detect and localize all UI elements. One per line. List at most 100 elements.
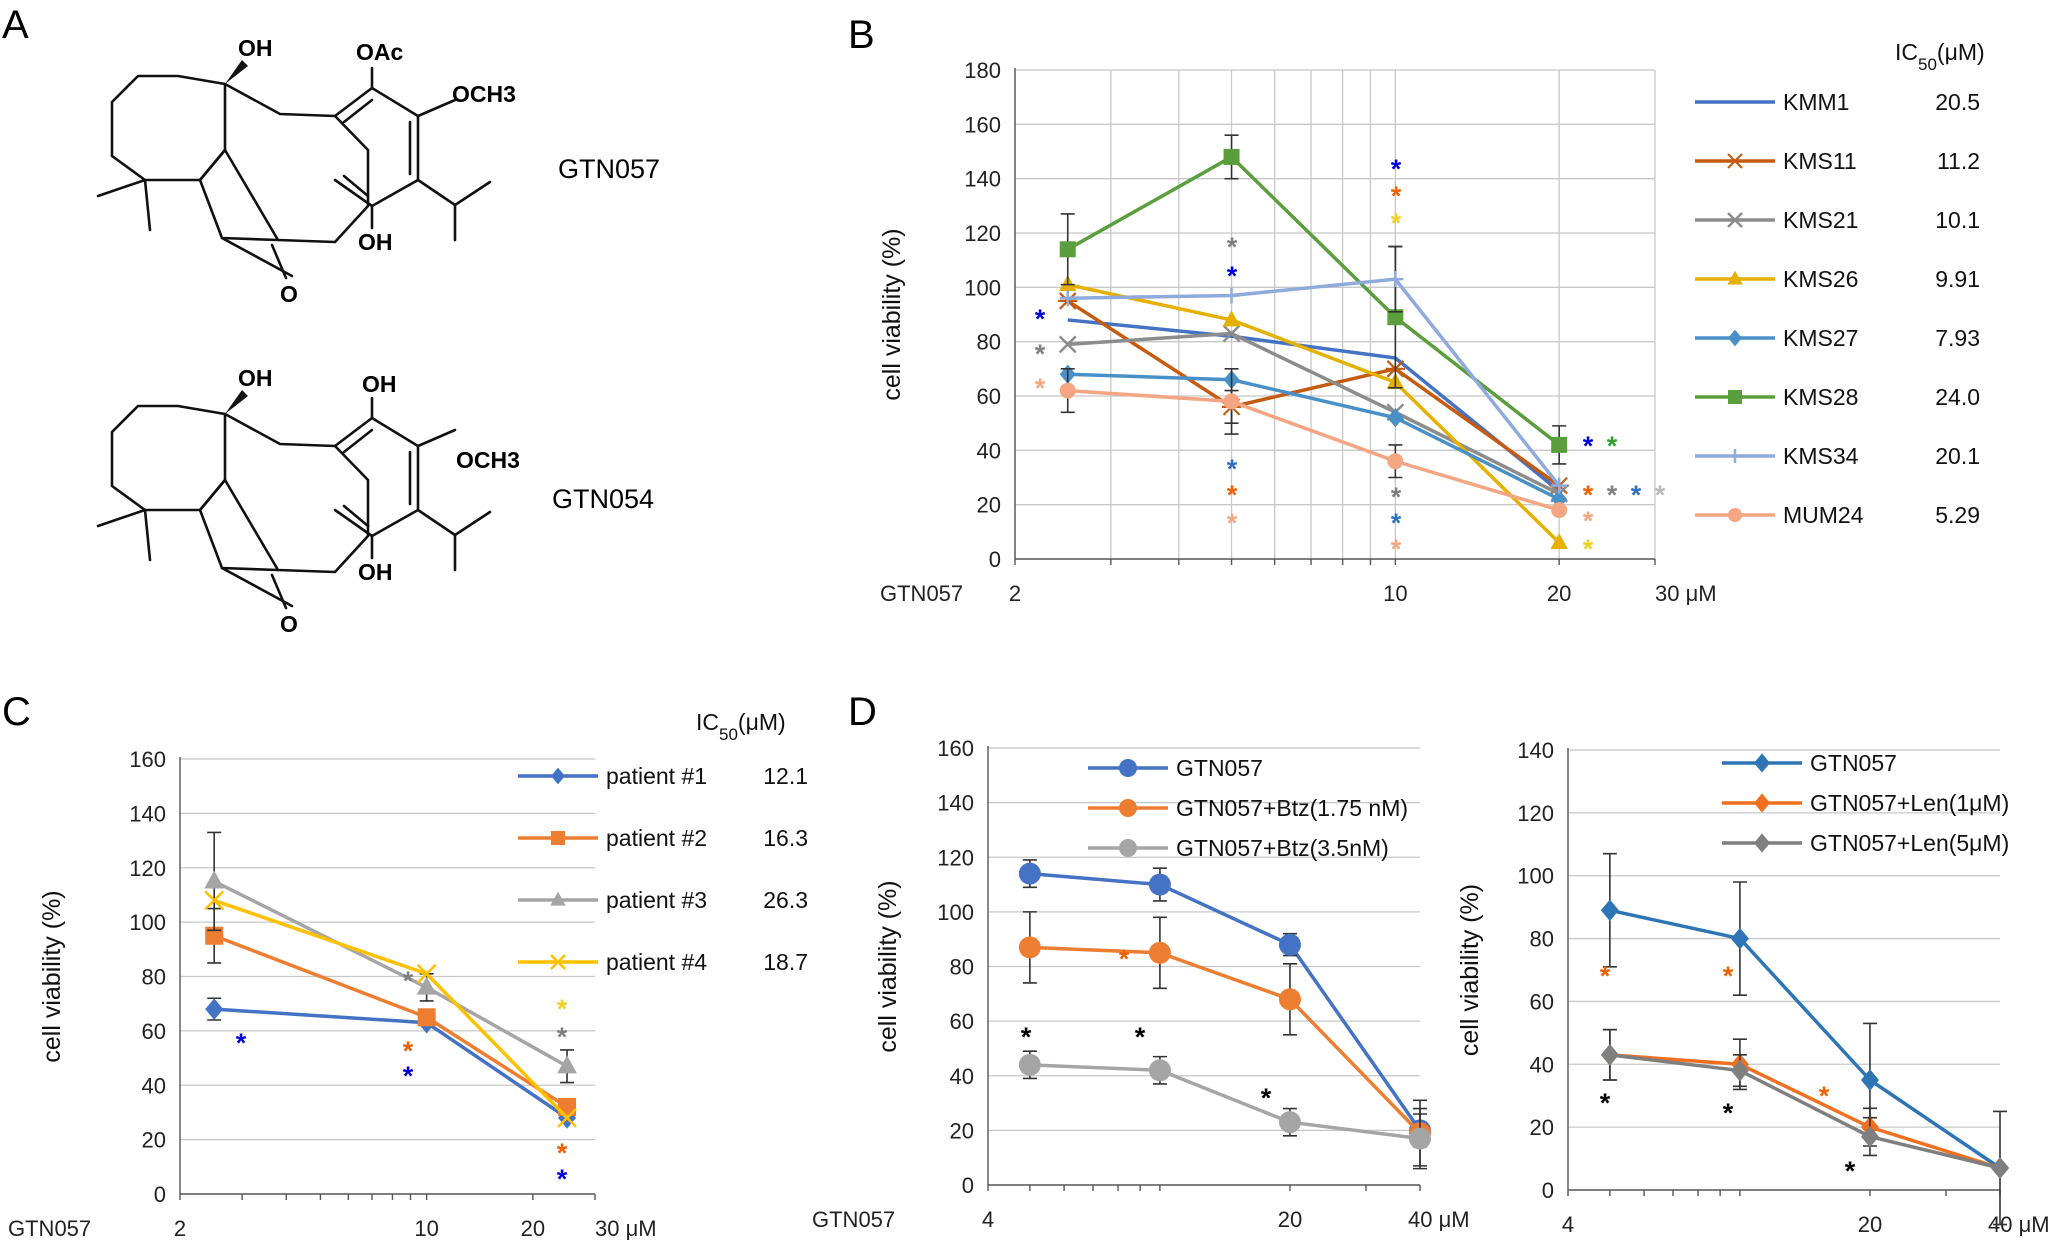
gtn054-keto-o: O — [280, 611, 298, 637]
c-data-point — [205, 926, 224, 945]
d1-ytick-label: 60 — [950, 1009, 974, 1034]
b-series-line-1 — [1066, 299, 1561, 488]
c-data-point — [416, 963, 437, 984]
c-ytick-label: 120 — [129, 856, 166, 881]
chart-b: 0 20 40 60 80 100 120 140 160 180 2 10 20 30 μM GTN057… — [878, 39, 1985, 606]
b-series-line-4 — [1067, 372, 1560, 501]
b-significance-asterisk: * — [1227, 480, 1238, 510]
c-data-point — [204, 870, 225, 889]
b-ytick-label: 120 — [964, 221, 1001, 246]
d2-ytick-label: 0 — [1542, 1178, 1554, 1203]
gtn054-oh-top: OH — [238, 365, 273, 391]
panel-label-c: C — [2, 690, 31, 734]
b-significance-asterisk: * — [1391, 208, 1402, 238]
gtn057-name: GTN057 — [558, 154, 660, 184]
b-ytick-label: 180 — [964, 58, 1001, 83]
gtn054-oh-upper: OH — [362, 371, 397, 397]
c-significance-asterisk: * — [557, 994, 568, 1024]
d2-data-point — [1600, 899, 1619, 922]
d1-significance-asterisk: * — [1119, 944, 1130, 974]
d1-data-point — [1148, 1059, 1171, 1082]
d1-significance-asterisk: * — [1021, 1022, 1032, 1052]
b-legend-marker — [1726, 153, 1744, 169]
b-ic50-value: 5.29 — [1935, 502, 1980, 528]
c-significance-asterisk: * — [557, 1164, 568, 1194]
d1-legend-label: GTN057+Btz(1.75 nM) — [1176, 795, 1408, 821]
c-legend-marker — [551, 767, 565, 785]
d1-significance-asterisk: * — [1261, 1083, 1272, 1113]
d2-xtick-label: 20 — [1858, 1212, 1882, 1237]
b-significance-asterisk: * — [1227, 261, 1238, 291]
c-ytick-label: 40 — [142, 1073, 166, 1098]
b-significance-asterisk: * — [1391, 534, 1402, 564]
d1-data-point — [1018, 1053, 1041, 1076]
b-ic50-value: 24.0 — [1935, 384, 1980, 410]
b-data-point — [1223, 148, 1240, 165]
d1-legend-label: GTN057+Btz(3.5nM) — [1176, 835, 1389, 861]
c-significance-asterisk: * — [236, 1028, 247, 1058]
b-ytick-label: 100 — [964, 275, 1001, 300]
b-significance-asterisk: * — [1583, 480, 1594, 510]
b-series-line-7 — [1067, 388, 1560, 512]
b-legend-label: KMS28 — [1783, 384, 1858, 410]
b-ytick-label: 140 — [964, 167, 1001, 192]
c-ytick-label: 0 — [154, 1182, 166, 1207]
b-legend-marker — [1728, 390, 1742, 404]
b-significance-asterisk: * — [1631, 480, 1642, 510]
panel-label-d: D — [848, 690, 877, 734]
b-data-point — [1387, 408, 1404, 428]
b-series-line-3 — [1067, 282, 1561, 544]
b-legend-label: KMS27 — [1783, 325, 1858, 351]
d1-data-point — [1148, 873, 1171, 896]
d2-significance-asterisk: * — [1723, 961, 1734, 991]
b-data-point — [1058, 335, 1077, 354]
b-y-label: cell viability (%) — [878, 228, 906, 400]
c-legend-marker — [551, 831, 565, 845]
b-ytick-label: 20 — [977, 493, 1001, 518]
c-legend-label: patient #2 — [606, 825, 707, 851]
b-ic50-header: IC50(μM) — [1895, 39, 1985, 74]
b-significance-asterisk: * — [1391, 181, 1402, 211]
d2-significance-asterisk: * — [1819, 1081, 1830, 1111]
c-xtick-label: 30 μM — [595, 1216, 657, 1241]
b-data-point — [1387, 271, 1404, 288]
b-legend-label: MUM24 — [1783, 502, 1864, 528]
b-data-point — [1059, 241, 1076, 258]
d2-data-point — [1730, 1059, 1749, 1082]
b-significance-asterisk: * — [1607, 431, 1618, 461]
b-significance-asterisk: * — [1655, 480, 1666, 510]
c-ytick-label: 160 — [129, 747, 166, 772]
b-data-point — [1551, 436, 1568, 453]
b-series-line-2 — [1067, 331, 1560, 496]
d1-data-point — [1409, 1127, 1431, 1150]
b-data-point — [1059, 382, 1076, 399]
d1-ytick-label: 160 — [937, 736, 974, 761]
d2-series-line-1 — [1609, 1053, 2001, 1170]
b-x-prefix: GTN057 — [880, 581, 963, 606]
d2-legend-label: GTN057+Len(1μM) — [1810, 790, 2009, 816]
c-significance-asterisk: * — [403, 966, 414, 996]
panel-label-b: B — [848, 13, 875, 57]
d2-ytick-label: 60 — [1530, 989, 1554, 1014]
gtn057-oh-top: OH — [238, 35, 273, 61]
d2-legend-marker — [1754, 833, 1770, 853]
d2-data-point — [1860, 1069, 1879, 1091]
structure-gtn054: OH OH OCH3 OH O GTN054 — [96, 365, 654, 637]
b-legend-marker — [1728, 508, 1742, 522]
b-xtick-label: 10 — [1383, 581, 1407, 606]
c-ic50-value: 18.7 — [763, 949, 808, 975]
c-legend-marker — [550, 954, 566, 970]
c-ic50-header: IC50(μM) — [696, 709, 786, 744]
c-xtick-label: 2 — [174, 1216, 186, 1241]
b-significance-asterisk: * — [1227, 232, 1238, 262]
b-data-point — [1550, 533, 1568, 550]
b-data-point — [1222, 310, 1241, 327]
d2-ytick-label: 120 — [1517, 801, 1554, 826]
b-significance-asterisk: * — [1035, 373, 1046, 403]
b-legend-marker — [1727, 270, 1743, 285]
d1-significance-asterisk: * — [1135, 1022, 1146, 1052]
d2-series-line-0 — [1609, 908, 2001, 1170]
b-ic50-value: 10.1 — [1935, 207, 1980, 233]
